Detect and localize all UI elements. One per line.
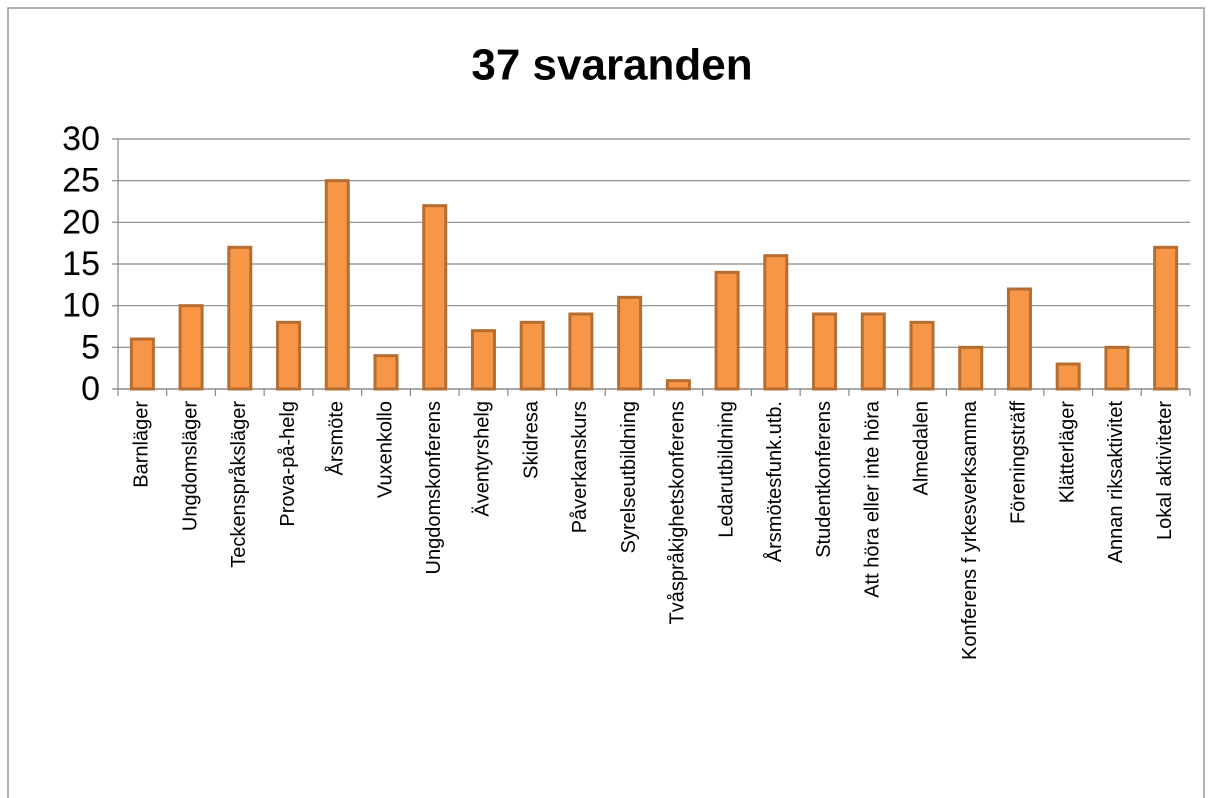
x-tick-label: Årsmöte — [325, 401, 348, 475]
bar — [860, 312, 886, 391]
bar — [519, 320, 545, 391]
x-tick-label: Äventyrshelg — [472, 401, 494, 517]
x-tick-label: Påverkanskurs — [569, 401, 591, 533]
x-tick-label: Föreningsträff — [1008, 401, 1030, 524]
x-tick-label: Att höra eller inte höra — [862, 400, 884, 598]
bar — [178, 304, 204, 391]
x-tick-label: Studentkonferens — [813, 401, 835, 558]
y-tick-label: 10 — [62, 287, 100, 325]
y-tick-label: 25 — [62, 162, 100, 200]
y-tick-label: 0 — [81, 370, 100, 408]
bar — [665, 379, 691, 391]
x-tick-label: Almedalen — [910, 401, 932, 496]
chart-title: 37 svaranden — [471, 41, 752, 90]
y-tick-label: 5 — [81, 328, 100, 366]
y-tick-label: 20 — [62, 203, 100, 241]
bar — [958, 345, 984, 391]
bar — [617, 295, 643, 391]
x-tick-label: Konferens f yrkesverksamma — [959, 400, 981, 660]
bar — [714, 270, 740, 391]
bar — [1153, 245, 1179, 391]
bar — [324, 179, 350, 391]
chart-frame — [7, 7, 1205, 798]
bar — [568, 312, 594, 391]
x-tick-label: Teckenspråksläger — [228, 401, 250, 568]
bar — [909, 320, 935, 391]
y-tick-label: 30 — [62, 120, 100, 158]
bar — [276, 320, 302, 391]
bar — [422, 204, 448, 391]
x-tick-label: Ungdomskonferens — [423, 401, 445, 574]
x-tick-label: Årsmötesfunk.utb. — [763, 401, 786, 562]
bar — [763, 254, 789, 391]
x-tick-label: Skidresa — [520, 400, 542, 479]
x-tick-label: Lokal aktiviteter — [1154, 401, 1176, 540]
x-tick-label: Tvåspråkighetskonferens — [667, 401, 689, 624]
x-tick-label: Ledarutbildning — [715, 401, 737, 538]
bar — [373, 354, 399, 391]
x-tick-label: Klätterläger — [1056, 401, 1078, 504]
bar — [129, 337, 155, 391]
bar — [227, 245, 253, 391]
x-tick-label: Ungdomsläger — [179, 401, 201, 531]
y-tick-label: 15 — [62, 245, 100, 283]
x-tick-label: Annan riksaktivitet — [1105, 401, 1127, 564]
x-tick-label: Prova-på-helg — [277, 401, 299, 527]
bar — [470, 329, 496, 391]
x-tick-label: Vuxenkollo — [374, 401, 396, 498]
bar — [812, 312, 838, 391]
bar — [1006, 287, 1032, 391]
x-tick-label: Barnläger — [131, 401, 153, 488]
bar — [1104, 345, 1130, 391]
bar — [1055, 362, 1081, 391]
x-tick-label: Syrelseutbildning — [618, 401, 640, 553]
